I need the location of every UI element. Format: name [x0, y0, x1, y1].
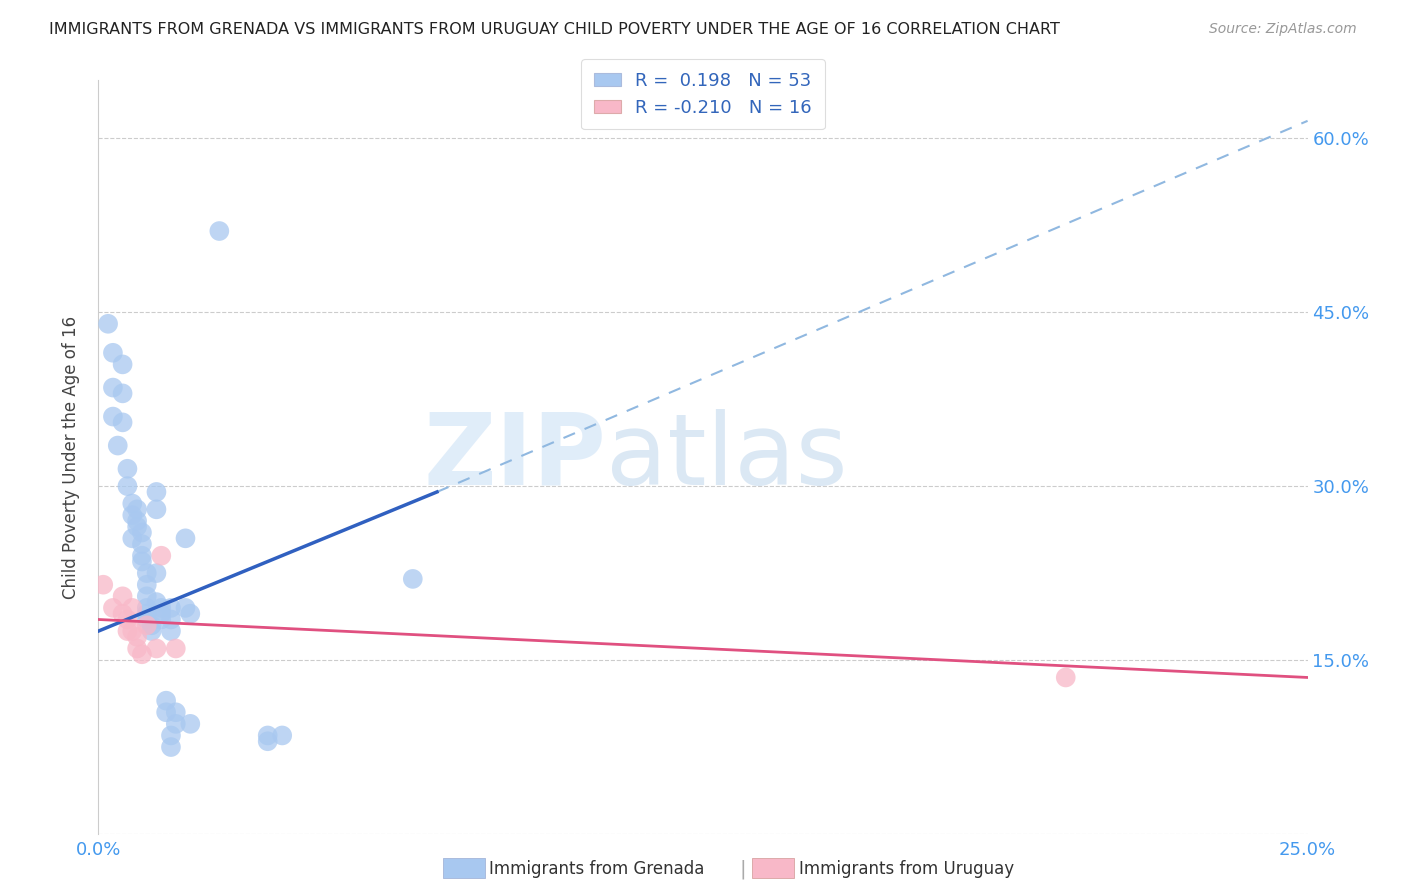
Point — [402, 572, 425, 586]
Point — [97, 317, 120, 331]
Point — [101, 380, 124, 394]
Point — [141, 618, 163, 632]
Point — [127, 630, 149, 644]
Point — [155, 705, 177, 719]
Text: |: | — [740, 859, 745, 879]
Point — [91, 578, 114, 592]
Point — [271, 728, 294, 742]
Point — [127, 514, 149, 528]
Point — [131, 549, 153, 563]
Point — [127, 519, 149, 533]
Point — [101, 346, 124, 360]
Point — [145, 502, 167, 516]
Point — [145, 595, 167, 609]
Point — [135, 578, 157, 592]
Y-axis label: Child Poverty Under the Age of 16: Child Poverty Under the Age of 16 — [62, 316, 80, 599]
Point — [135, 566, 157, 580]
Point — [135, 589, 157, 603]
Point — [155, 694, 177, 708]
Point — [117, 461, 139, 475]
Point — [101, 409, 124, 424]
Point — [208, 224, 231, 238]
Point — [107, 438, 129, 452]
Point — [174, 531, 197, 545]
Text: Source: ZipAtlas.com: Source: ZipAtlas.com — [1209, 22, 1357, 37]
Point — [131, 554, 153, 569]
Point — [127, 641, 149, 656]
Point — [111, 415, 134, 429]
Point — [256, 734, 278, 748]
Point — [150, 612, 173, 626]
Point — [117, 624, 139, 639]
Point — [135, 612, 157, 626]
Point — [160, 728, 183, 742]
Point — [160, 612, 183, 626]
Point — [165, 641, 187, 656]
Point — [121, 508, 143, 522]
Text: Immigrants from Grenada: Immigrants from Grenada — [489, 860, 704, 878]
Point — [150, 607, 173, 621]
Point — [150, 549, 173, 563]
Point — [135, 601, 157, 615]
Legend: R =  0.198   N = 53, R = -0.210   N = 16: R = 0.198 N = 53, R = -0.210 N = 16 — [581, 59, 825, 129]
Point — [111, 386, 134, 401]
Point — [131, 537, 153, 551]
Point — [160, 624, 183, 639]
Point — [117, 479, 139, 493]
Point — [121, 624, 143, 639]
Point — [135, 607, 157, 621]
Point — [179, 716, 201, 731]
Point — [174, 601, 197, 615]
Point — [111, 589, 134, 603]
Point — [1054, 671, 1077, 685]
Point — [101, 601, 124, 615]
Text: ZIP: ZIP — [423, 409, 606, 506]
Point — [121, 496, 143, 510]
Text: Immigrants from Uruguay: Immigrants from Uruguay — [799, 860, 1014, 878]
Text: IMMIGRANTS FROM GRENADA VS IMMIGRANTS FROM URUGUAY CHILD POVERTY UNDER THE AGE O: IMMIGRANTS FROM GRENADA VS IMMIGRANTS FR… — [49, 22, 1060, 37]
Point — [145, 485, 167, 500]
Point — [256, 728, 278, 742]
Point — [179, 607, 201, 621]
Point — [145, 641, 167, 656]
Point — [127, 502, 149, 516]
Point — [111, 357, 134, 371]
Point — [121, 531, 143, 545]
Point — [165, 716, 187, 731]
Point — [117, 612, 139, 626]
Point — [160, 739, 183, 754]
Point — [131, 525, 153, 540]
Point — [150, 601, 173, 615]
Point — [145, 566, 167, 580]
Point — [141, 624, 163, 639]
Text: atlas: atlas — [606, 409, 848, 506]
Point — [111, 607, 134, 621]
Point — [121, 601, 143, 615]
Point — [135, 618, 157, 632]
Point — [160, 601, 183, 615]
Point — [131, 648, 153, 662]
Point — [165, 705, 187, 719]
